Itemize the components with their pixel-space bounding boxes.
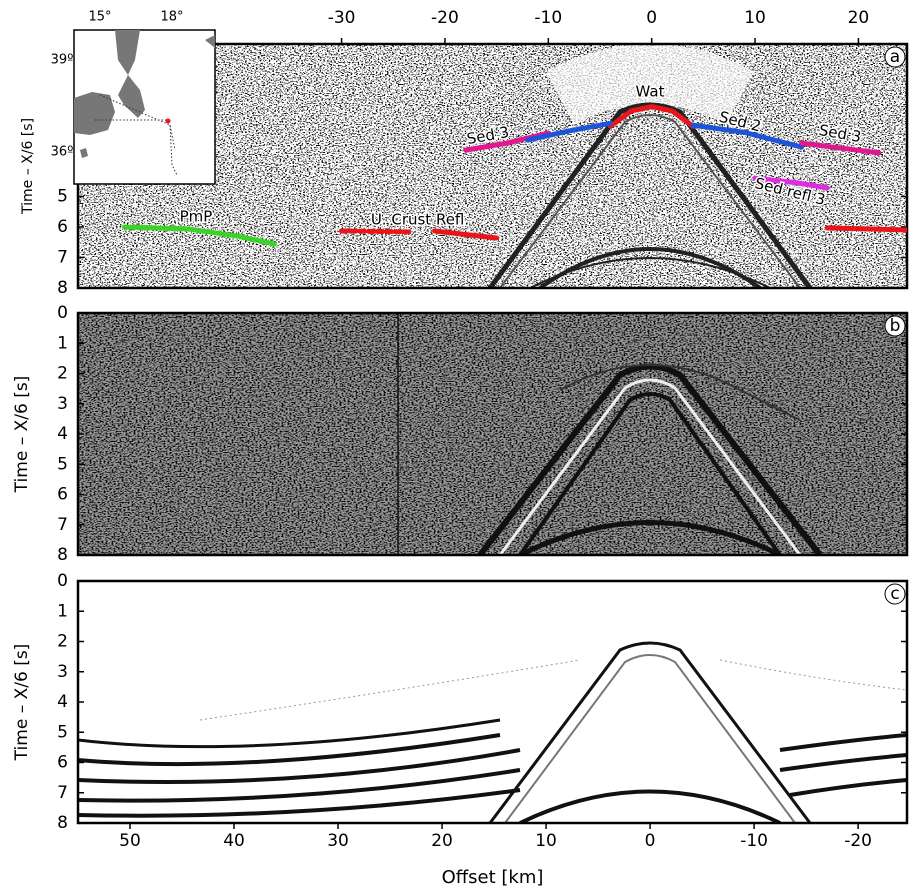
- pick-line: [752, 175, 830, 191]
- x-tick-label: 10: [744, 8, 766, 28]
- x-axis-label: Offset [km]: [442, 867, 544, 888]
- y-tick-label: 6: [57, 485, 68, 505]
- y-tick-label: 2: [57, 364, 68, 384]
- x-tick-label: -10: [740, 831, 768, 851]
- y-axis-label: Time – X/6 [s]: [12, 644, 32, 762]
- panel-letter-bg: [884, 46, 906, 68]
- y-tick-label: 5: [57, 187, 68, 207]
- y-tick-label: 2: [57, 632, 68, 652]
- x-tick-label: 50: [119, 831, 141, 851]
- y-tick-label: 0: [57, 303, 68, 323]
- y-tick-label: 6: [57, 753, 68, 773]
- pick-line: [432, 228, 500, 241]
- x-tick-label: 40: [223, 831, 245, 851]
- pick-label: U. Crust Refl.: [371, 211, 469, 229]
- y-tick-label: 4: [57, 424, 68, 444]
- y-tick-label: 5: [57, 722, 68, 742]
- panel-letter-bg: [884, 315, 906, 337]
- x-tick-label: -30: [328, 8, 356, 28]
- inset-map: [73, 29, 216, 185]
- panel-letter: a: [890, 47, 900, 67]
- y-tick-label: 8: [57, 278, 68, 298]
- pick-line: [690, 122, 805, 150]
- inset-lon-label: 18°: [160, 10, 183, 25]
- y-axis-label: Time – X/6 [s]: [12, 376, 32, 494]
- y-tick-label: 7: [57, 515, 68, 535]
- y-tick-label: 3: [57, 394, 68, 414]
- y-tick-label: 4: [57, 692, 68, 712]
- pick-label: Wat: [636, 83, 665, 101]
- x-tick-label: -20: [431, 8, 459, 28]
- pick-line: [525, 120, 613, 143]
- y-tick-label: 1: [57, 333, 68, 353]
- y-tick-label: 8: [57, 545, 68, 565]
- x-tick-label: 10: [535, 831, 557, 851]
- pick-line: [122, 224, 277, 247]
- pick-line: [339, 228, 412, 235]
- x-tick-label: -10: [534, 8, 562, 28]
- x-tick-label: 0: [646, 8, 657, 28]
- y-tick-label: 7: [57, 248, 68, 268]
- x-tick-label: -20: [844, 831, 872, 851]
- panel-letter-bg: [884, 583, 906, 605]
- y-tick-label: 6: [57, 217, 68, 237]
- panel-letter: b: [890, 316, 901, 336]
- inset-lat-label: 39º: [51, 53, 74, 68]
- pick-line: [824, 225, 907, 233]
- x-tick-label: 20: [431, 831, 453, 851]
- inset-lon-label: 15°: [88, 10, 111, 25]
- y-tick-label: 8: [57, 813, 68, 833]
- x-tick-label: 30: [327, 831, 349, 851]
- synthetic-wavefield: [78, 641, 907, 823]
- y-tick-label: 5: [57, 454, 68, 474]
- wavefield: [397, 313, 823, 555]
- pick-line: [607, 103, 696, 129]
- inset-lat-label: 36º: [51, 145, 74, 160]
- x-tick-label: 20: [848, 8, 870, 28]
- x-tick-label: 0: [645, 831, 656, 851]
- y-axis-label: Time – X/6 [s]: [20, 118, 36, 215]
- pick-label: PmP: [180, 208, 213, 226]
- y-tick-label: 1: [57, 601, 68, 621]
- seismic-texture: [78, 313, 907, 555]
- y-tick-label: 3: [57, 662, 68, 682]
- y-tick-label: 7: [57, 783, 68, 803]
- y-tick-label: 0: [57, 571, 68, 591]
- panel-letter: c: [890, 584, 899, 604]
- pick-line: [799, 140, 882, 156]
